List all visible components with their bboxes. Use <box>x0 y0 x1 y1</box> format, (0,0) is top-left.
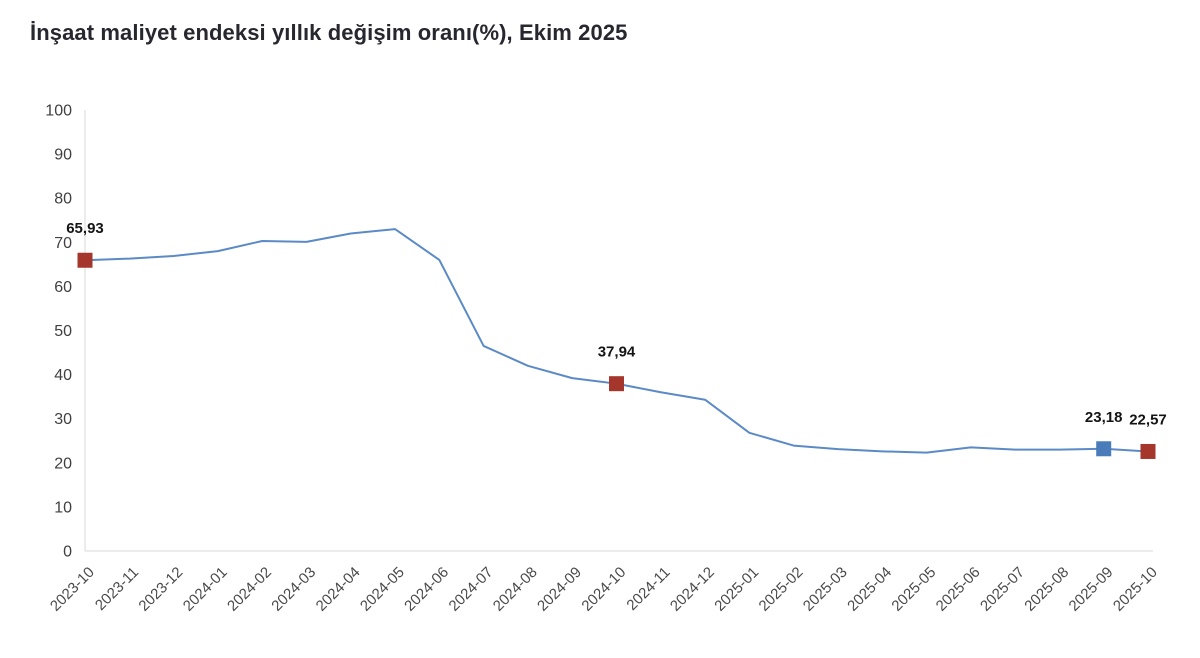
x-tick-label: 2024-04 <box>313 564 364 615</box>
data-point-marker-2023-10[interactable] <box>77 252 93 268</box>
y-tick-label: 70 <box>54 235 72 252</box>
x-tick-label: 2024-11 <box>623 564 673 614</box>
x-tick-label: 2024-02 <box>224 564 275 615</box>
y-tick-label: 10 <box>54 499 72 516</box>
data-label: 23,18 <box>1085 409 1123 426</box>
x-tick-label: 2025-01 <box>711 564 762 615</box>
x-tick-label: 2025-09 <box>1066 564 1117 615</box>
chart-title: İnşaat maliyet endeksi yıllık değişim or… <box>30 20 628 45</box>
y-tick-label: 100 <box>45 103 72 120</box>
x-tick-label: 2024-12 <box>667 564 718 615</box>
y-tick-label: 80 <box>54 191 72 208</box>
x-tick-label: 2024-01 <box>180 564 231 615</box>
x-tick-label: 2024-08 <box>490 564 541 615</box>
x-tick-label: 2023-12 <box>135 564 186 615</box>
x-tick-label: 2024-10 <box>578 564 629 615</box>
data-label: 22,57 <box>1129 411 1167 428</box>
y-tick-label: 20 <box>54 455 72 472</box>
data-point-marker-2025-10[interactable] <box>1140 443 1156 459</box>
data-point-marker-2025-09[interactable] <box>1096 441 1112 457</box>
x-tick-label: 2025-02 <box>756 564 807 615</box>
y-tick-label: 40 <box>54 367 72 384</box>
x-tick-label: 2024-03 <box>268 564 319 615</box>
x-tick-label: 2023-10 <box>47 564 98 615</box>
x-tick-label: 2024-05 <box>357 564 408 615</box>
y-tick-label: 60 <box>54 279 72 296</box>
y-tick-label: 90 <box>54 147 72 164</box>
x-tick-label: 2024-09 <box>534 564 585 615</box>
x-tick-label: 2024-07 <box>445 564 496 615</box>
x-tick-label: 2025-05 <box>888 564 939 615</box>
x-tick-label: 2024-06 <box>401 564 452 615</box>
x-tick-label: 2025-04 <box>844 564 895 615</box>
series-line <box>84 228 1149 454</box>
y-tick-label: 30 <box>54 411 72 428</box>
x-tick-label: 2025-10 <box>1110 564 1161 615</box>
x-tick-label: 2025-07 <box>977 564 1028 615</box>
x-tick-label: 2023-11 <box>92 564 142 614</box>
data-point-marker-2024-10[interactable] <box>609 376 624 392</box>
y-tick-label: 0 <box>63 544 72 561</box>
data-label: 65,93 <box>66 220 104 237</box>
x-tick-label: 2025-08 <box>1021 564 1072 615</box>
x-tick-label: 2025-03 <box>800 564 851 615</box>
x-tick-label: 2025-06 <box>933 564 984 615</box>
y-tick-label: 50 <box>54 323 72 340</box>
data-label: 37,94 <box>598 344 636 361</box>
